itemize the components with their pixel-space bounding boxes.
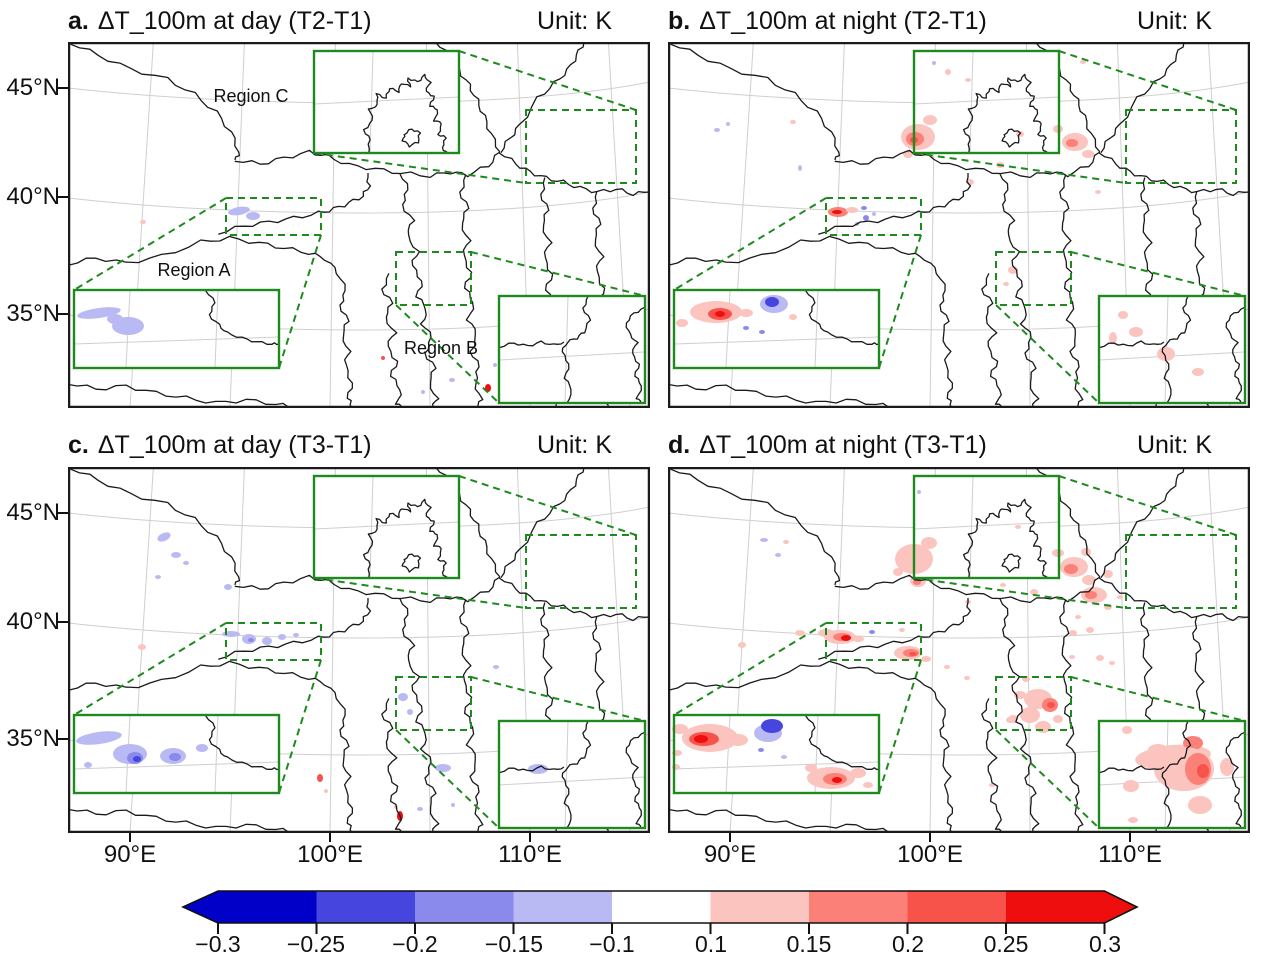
lat-label-40n-a: 40°N [6,183,60,210]
lon-label-110e-c: 110°E [498,841,562,868]
lat-label-45n-a: 45°N [6,74,60,101]
panel-d-unit: Unit: K [1136,431,1212,459]
lat-label-45n-c: 45°N [6,499,60,526]
panel-a-label: a. [68,7,89,35]
lon-label-90e-d: 90°E [703,841,757,868]
lat-label-35n-a: 35°N [6,300,60,327]
region-label: Region B [403,338,479,358]
panel-b-label: b. [668,7,691,35]
panel-b-title-text: ΔT_100m at night (T2-T1) [699,7,987,35]
panel-c-title: c. ΔT_100m at day (T3-T1) Unit: K [68,430,650,460]
colorbar-tick-label: 0.3 [1089,931,1121,957]
map-panel-b [668,42,1250,408]
lon-tick [1129,833,1131,842]
panel-c-label: c. [68,431,89,459]
colorbar-tick-label: −0.15 [484,931,544,957]
panel-a-title-text: ΔT_100m at day (T2-T1) [97,7,372,35]
colorbar-tick-label: 0.2 [892,931,924,957]
panel-b-unit: Unit: K [1136,7,1212,35]
lat-tick [58,313,68,315]
map-panel-c [68,467,650,833]
panel-a-unit: Unit: K [536,7,612,35]
lat-tick [58,196,68,198]
lon-label-90e-c: 90°E [103,841,157,868]
lon-label-100e-d: 100°E [897,841,963,868]
panel-b-title: b. ΔT_100m at night (T2-T1) Unit: K [668,6,1250,36]
lat-label-35n-c: 35°N [6,725,60,752]
lat-tick [58,512,68,514]
colorbar-tick-label: 0.15 [786,931,832,957]
panel-c-unit: Unit: K [536,431,612,459]
panel-d-title-text: ΔT_100m at night (T3-T1) [699,431,987,459]
panel-c-title-text: ΔT_100m at day (T3-T1) [97,431,372,459]
colorbar-tick-label: −0.3 [195,931,241,957]
lon-tick [129,833,131,842]
colorbar-tick-label: −0.1 [589,931,635,957]
colorbar-tick-label: −0.2 [392,931,438,957]
map-panel-a [68,42,650,408]
panel-d-label: d. [668,431,691,459]
lon-label-100e-c: 100°E [297,841,363,868]
colorbar-tick-label: 0.1 [695,931,727,957]
map-panel-d [668,467,1250,833]
colorbar-tick-label: −0.25 [286,931,346,957]
lat-tick [58,87,68,89]
panel-d-title: d. ΔT_100m at night (T3-T1) Unit: K [668,430,1250,460]
lat-tick [58,738,68,740]
region-label: Region A [157,260,231,280]
panel-a-title: a. ΔT_100m at day (T2-T1) Unit: K [68,6,650,36]
lon-tick [329,833,331,842]
region-label: Region C [213,86,289,106]
colorbar-tick-label: 0.25 [983,931,1029,957]
lon-tick [929,833,931,842]
lon-tick [529,833,531,842]
lat-label-40n-c: 40°N [6,608,60,635]
lon-label-110e-d: 110°E [1098,841,1162,868]
lon-tick [729,833,731,842]
colorbar [181,890,1139,934]
lat-tick [58,621,68,623]
